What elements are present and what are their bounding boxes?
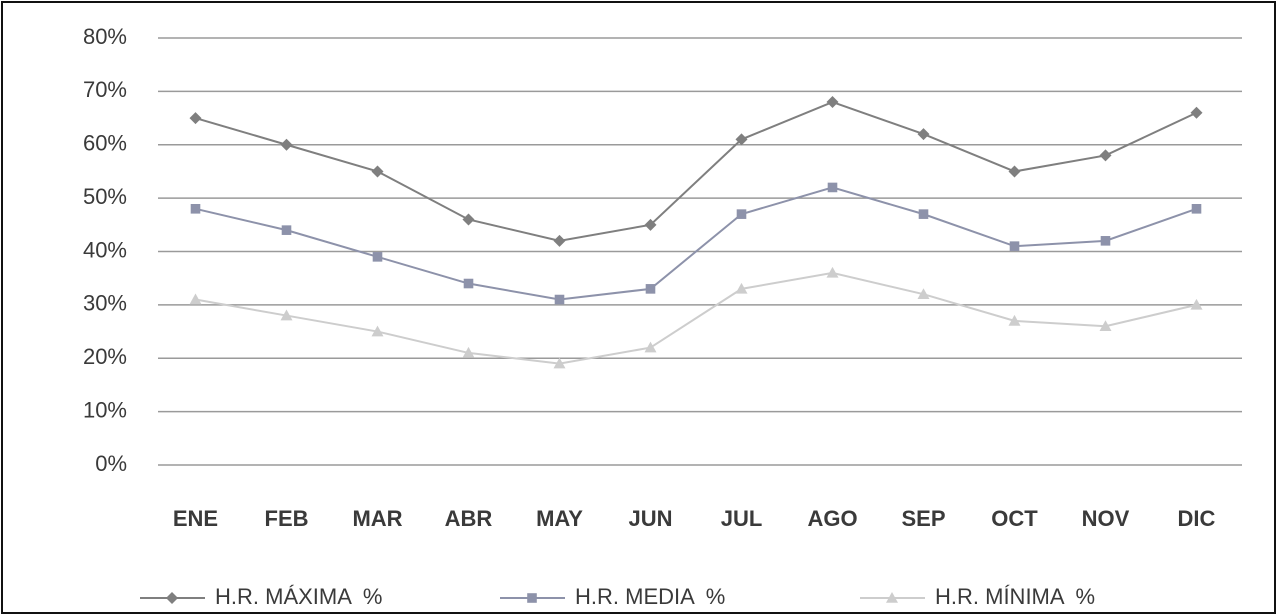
marker	[281, 225, 292, 235]
legend-label: H.R. MEDIA %	[575, 584, 725, 609]
x-tick-label: MAY	[536, 506, 583, 531]
marker	[1009, 241, 1020, 251]
marker	[554, 294, 565, 305]
marker	[166, 592, 178, 604]
marker	[1099, 149, 1112, 162]
marker	[371, 165, 384, 178]
marker	[1099, 320, 1112, 332]
x-tick-label: OCT	[991, 506, 1038, 531]
x-tick-label: ABR	[445, 506, 493, 531]
x-tick-label: SEP	[901, 506, 945, 531]
marker	[527, 593, 537, 603]
x-tick-label: DIC	[1178, 506, 1216, 531]
marker	[826, 96, 839, 109]
series-line	[195, 186, 1197, 301]
marker	[1100, 236, 1111, 246]
x-tick-label: ENE	[173, 506, 218, 531]
y-tick-label: 80%	[83, 24, 127, 49]
x-tick-label: FEB	[265, 506, 309, 531]
y-tick-label: 10%	[83, 397, 127, 422]
y-tick-label: 0%	[95, 451, 127, 476]
marker	[190, 204, 201, 214]
marker	[1191, 204, 1202, 214]
marker	[189, 112, 202, 125]
marker	[463, 278, 474, 289]
marker	[735, 133, 748, 146]
marker	[1008, 165, 1021, 178]
marker	[645, 284, 656, 294]
series-line	[195, 100, 1197, 242]
marker	[553, 234, 566, 247]
x-tick-label: AGO	[807, 506, 857, 531]
marker	[644, 218, 657, 231]
y-tick-label: 50%	[83, 184, 127, 209]
marker	[644, 341, 657, 353]
marker	[462, 213, 475, 226]
marker	[735, 282, 748, 294]
marker	[736, 209, 747, 219]
legend-label: H.R. MÍNIMA %	[935, 584, 1095, 609]
marker	[189, 293, 202, 305]
marker	[371, 325, 384, 337]
marker	[372, 252, 383, 262]
marker	[1008, 314, 1021, 326]
marker	[886, 592, 898, 603]
marker	[917, 128, 930, 141]
marker	[280, 138, 293, 151]
marker	[1190, 298, 1203, 310]
x-tick-label: NOV	[1082, 506, 1130, 531]
x-tick-label: JUL	[721, 506, 763, 531]
x-tick-label: JUN	[628, 506, 672, 531]
marker	[917, 288, 930, 299]
marker	[553, 357, 566, 369]
legend-label: H.R. MÁXIMA %	[215, 584, 382, 609]
marker	[826, 266, 839, 278]
y-tick-label: 60%	[83, 131, 127, 156]
y-tick-label: 40%	[83, 237, 127, 262]
x-tick-label: MAR	[352, 506, 402, 531]
marker	[827, 182, 838, 193]
y-tick-label: 20%	[83, 344, 127, 369]
y-tick-label: 30%	[83, 291, 127, 316]
y-tick-label: 70%	[83, 77, 127, 102]
marker	[1190, 106, 1203, 119]
marker	[918, 209, 929, 219]
marker	[462, 346, 475, 358]
marker	[280, 309, 293, 321]
series-line	[195, 271, 1197, 365]
